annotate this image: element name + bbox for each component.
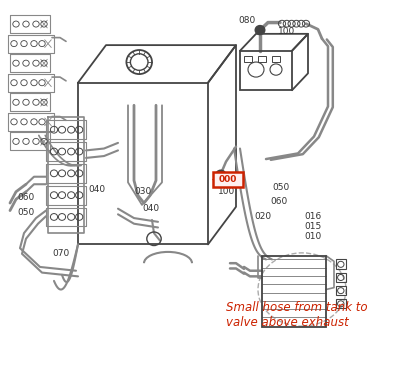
Bar [262, 256, 326, 327]
Text: 010: 010 [304, 232, 321, 241]
Text: 100: 100 [278, 27, 295, 36]
Text: 020: 020 [254, 212, 271, 221]
Text: 015: 015 [304, 222, 321, 231]
Text: 100: 100 [218, 187, 235, 196]
Bar [258, 56, 266, 62]
Text: 000: 000 [219, 175, 237, 184]
Text: 040: 040 [142, 204, 159, 213]
Bar [272, 56, 280, 62]
Text: 050: 050 [17, 208, 34, 217]
FancyBboxPatch shape [213, 172, 243, 187]
Text: 060: 060 [17, 193, 34, 202]
Circle shape [255, 26, 265, 35]
Bar [240, 51, 292, 90]
Bar [336, 273, 346, 282]
Bar [336, 286, 346, 295]
Bar [336, 299, 346, 308]
Text: 080: 080 [238, 16, 255, 25]
Bar [336, 259, 346, 269]
Text: 030: 030 [134, 187, 151, 196]
Text: 050: 050 [272, 183, 289, 193]
Text: Small hose from tank to
valve above exhaust: Small hose from tank to valve above exha… [226, 301, 368, 329]
Text: 040: 040 [88, 185, 105, 194]
Circle shape [216, 170, 226, 179]
Text: 060: 060 [270, 197, 287, 206]
Bar [244, 56, 252, 62]
Text: 016: 016 [304, 212, 321, 221]
Text: 070: 070 [52, 249, 69, 258]
